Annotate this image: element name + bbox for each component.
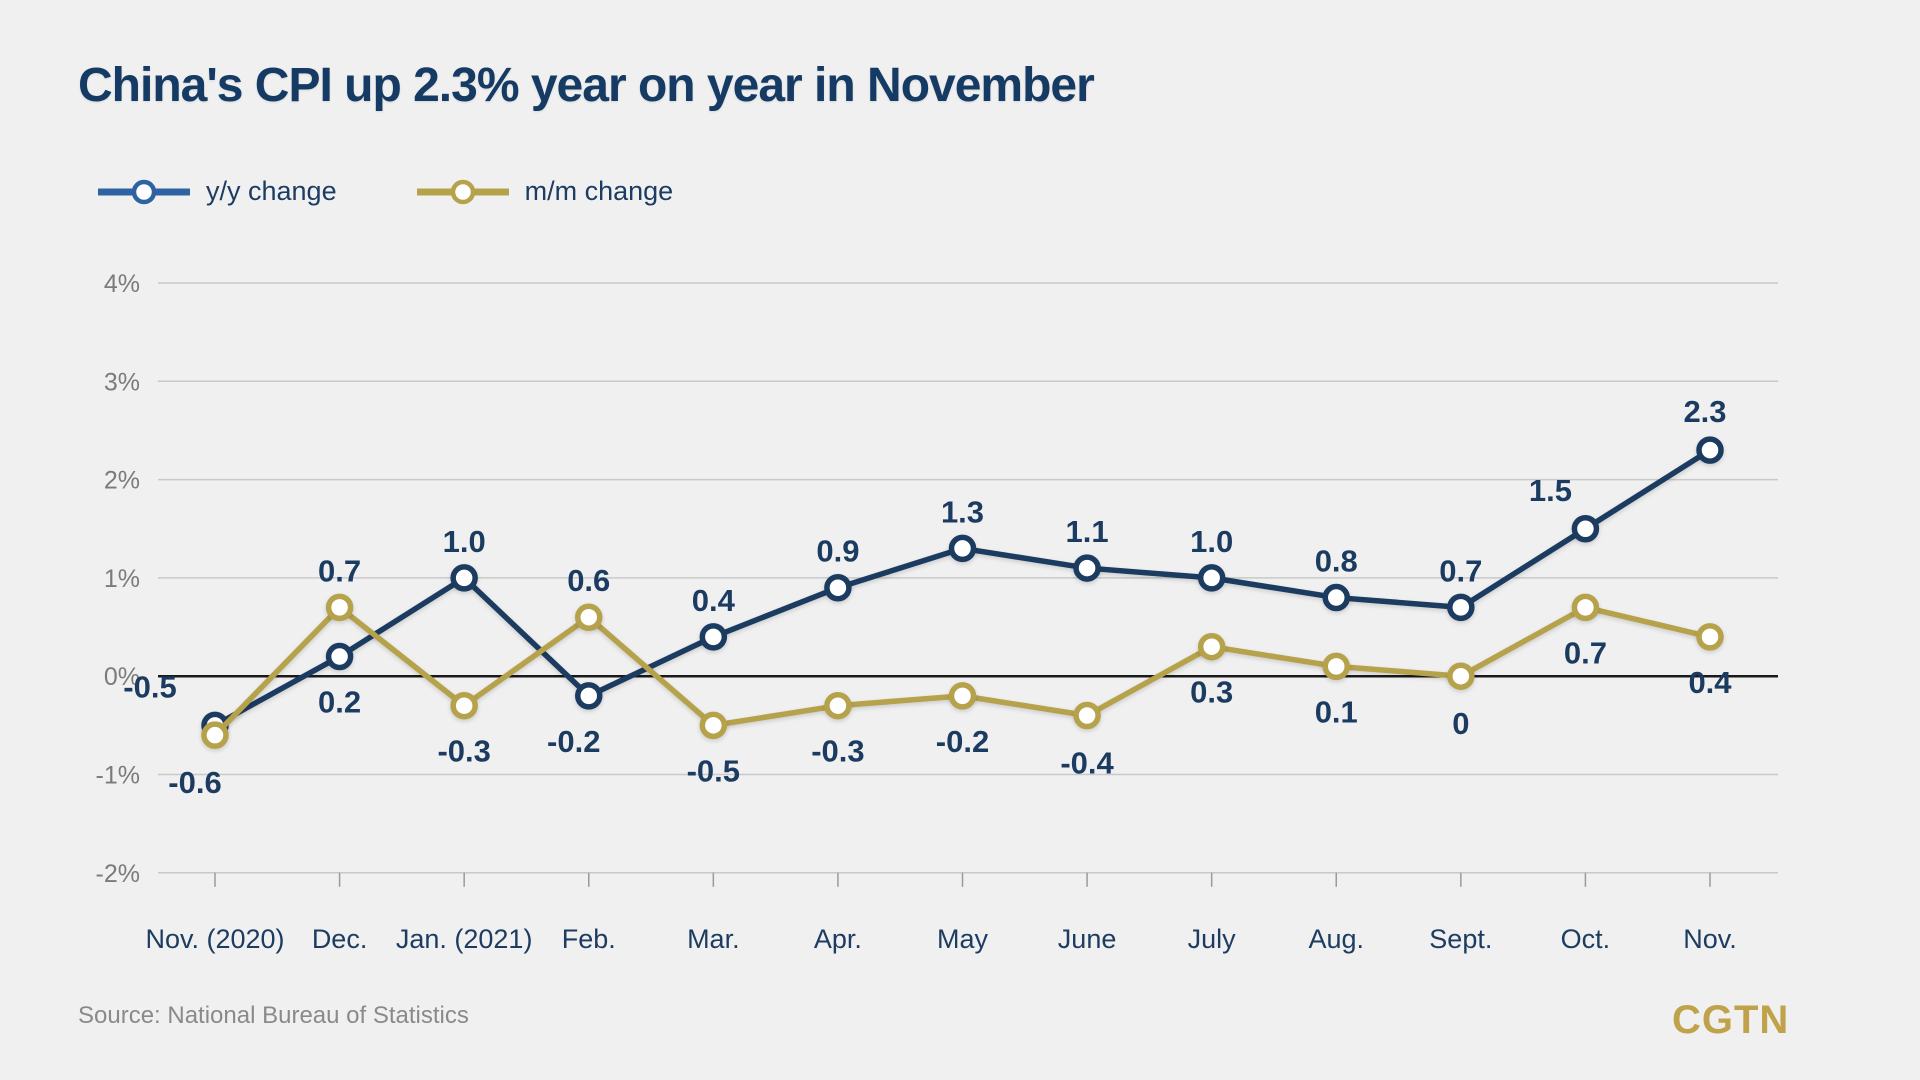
yy-data-value-label: 0.7 [1439, 553, 1482, 588]
x-axis-category-label: Oct. [1561, 924, 1611, 954]
mm-data-value-label: 0.1 [1315, 694, 1358, 729]
yy-data-point-marker [1571, 515, 1600, 543]
yy-data-value-label: 0.2 [318, 685, 361, 720]
y-axis-tick-label: 3% [104, 368, 140, 396]
y-axis-tick-label: 0% [104, 663, 140, 691]
mm-data-value-label: -0.3 [437, 734, 490, 769]
x-axis-category-label: Sept. [1429, 924, 1492, 954]
yy-data-point-marker [575, 682, 603, 710]
mm-data-value-label: -0.5 [687, 753, 740, 788]
legend-label-mm-change: m/m change [524, 176, 674, 206]
yy-data-value-label: 1.1 [1066, 514, 1109, 549]
mm-data-value-label: 0.7 [1564, 635, 1607, 670]
x-axis-category-label: Nov. [1683, 924, 1737, 954]
mm-data-point-marker [1073, 701, 1101, 730]
chart-title: China's CPI up 2.3% year on year in Nove… [78, 59, 1095, 112]
yy-data-point-marker [450, 564, 478, 592]
mm-data-point-marker [1447, 662, 1475, 690]
yy-data-point-marker [1322, 583, 1350, 612]
mm-data-point-marker [699, 711, 728, 740]
y-axis-tick-label: -1% [96, 762, 140, 790]
mm-data-value-label: 0.7 [318, 553, 361, 588]
mm-data-point-marker [1197, 632, 1226, 661]
yy-data-value-label: 1.0 [1190, 524, 1233, 559]
mm-data-point-marker [1322, 652, 1350, 681]
yy-data-value-label: 1.5 [1529, 473, 1572, 508]
yy-data-point-marker [948, 534, 977, 563]
yy-data-point-marker [824, 573, 852, 602]
yy-data-value-label: 0.4 [692, 583, 736, 618]
mm-data-point-marker [824, 691, 852, 720]
mm-data-value-label: 0 [1452, 706, 1469, 741]
y-axis-tick-label: 1% [104, 565, 140, 593]
mm-data-point-marker [575, 603, 603, 631]
yy-line-marker-icon [98, 179, 190, 204]
cgtn-logo: CGTN [1672, 998, 1790, 1042]
y-axis-tick-label: 4% [104, 270, 140, 298]
mm-data-value-label: -0.3 [811, 734, 864, 769]
mm-data-point-marker [1696, 623, 1724, 651]
yy-data-value-label: 0.9 [816, 534, 859, 569]
x-axis-category-label: Dec. [312, 924, 368, 954]
mm-data-value-label: -0.2 [936, 724, 989, 759]
chart-legend: y/y change m/m change [96, 176, 673, 207]
mm-data-point-marker [1571, 593, 1600, 622]
x-axis-category-label: Aug. [1308, 924, 1364, 954]
mm-data-point-marker [201, 721, 229, 749]
yy-data-value-label: 1.3 [941, 494, 984, 529]
yy-data-point-marker [1073, 554, 1101, 582]
yy-data-value-label: -0.2 [547, 724, 600, 759]
mm-data-value-label: -0.6 [168, 765, 221, 800]
y-axis-tick-label: -2% [96, 860, 140, 888]
mm-data-value-label: 0.3 [1190, 675, 1233, 710]
yy-data-point-marker [1696, 436, 1724, 464]
legend-label-yy-change: y/y change [206, 176, 337, 206]
mm-line-marker-icon [416, 179, 509, 204]
yy-data-point-marker [325, 642, 354, 671]
source-note: Source: National Bureau of Statistics [78, 1002, 469, 1029]
x-axis-category-label: Mar. [687, 924, 740, 954]
yy-data-point-marker [699, 623, 728, 651]
mm-data-point-marker [325, 593, 354, 622]
mm-data-value-label: 0.6 [567, 563, 610, 598]
yy-data-value-label: 1.0 [443, 524, 486, 559]
y-axis-tick-label: 2% [104, 467, 140, 495]
mm-series-line [212, 604, 1713, 738]
mm-data-point-marker [948, 682, 977, 710]
mm-data-value-label: -0.4 [1060, 746, 1114, 781]
mm-data-value-label: 0.4 [1688, 665, 1732, 700]
yy-data-point-marker [1447, 593, 1475, 622]
x-axis-category-label: Jan. (2021) [396, 924, 533, 954]
x-axis-category-label: May [937, 924, 989, 954]
legend-item-mm-change: m/m change [415, 176, 674, 207]
x-axis-category-label: July [1188, 924, 1237, 954]
yy-data-point-marker [1197, 564, 1226, 592]
mm-data-point-marker [450, 691, 478, 720]
legend-item-yy-change: y/y change [96, 176, 337, 207]
x-axis-category-label: Feb. [562, 924, 616, 954]
x-axis-category-label: Nov. (2020) [145, 924, 284, 954]
yy-data-value-label: 2.3 [1683, 394, 1726, 429]
x-axis-category-label: Apr. [814, 924, 862, 954]
yy-data-value-label: 0.8 [1315, 544, 1358, 579]
x-axis-category-label: June [1058, 924, 1117, 954]
yy-data-value-label: -0.5 [123, 669, 176, 704]
